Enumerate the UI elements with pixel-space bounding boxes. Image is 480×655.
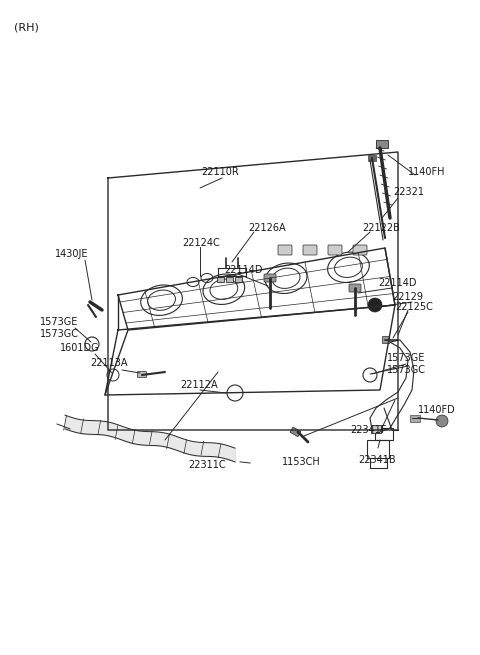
Text: 22114D: 22114D [224,265,263,275]
Bar [235,277,242,282]
Text: 1601DG: 1601DG [60,343,100,353]
Circle shape [368,298,382,312]
Bar [375,428,393,440]
Text: 22311C: 22311C [188,460,226,470]
Bar [376,140,388,148]
Text: 22124C: 22124C [182,238,220,248]
FancyBboxPatch shape [353,245,367,255]
Text: 22341F: 22341F [350,425,386,435]
Text: 22321: 22321 [393,187,424,197]
Bar [217,277,224,282]
Text: 1153CH: 1153CH [282,457,321,467]
FancyBboxPatch shape [264,274,276,282]
Text: 1430JE: 1430JE [55,249,88,259]
Bar [367,440,389,458]
Text: 22113A: 22113A [90,358,128,368]
Text: 22125C: 22125C [395,302,433,312]
Circle shape [436,415,448,427]
Text: 22341B: 22341B [358,455,396,465]
Text: (RH): (RH) [14,22,39,32]
Text: 22129: 22129 [392,292,423,302]
Text: 22114D: 22114D [378,278,417,288]
Bar [382,336,389,343]
FancyBboxPatch shape [137,371,146,377]
FancyBboxPatch shape [328,245,342,255]
Bar [226,277,233,282]
Bar [368,155,376,161]
Text: 1573GE: 1573GE [40,317,78,327]
Bar [290,427,301,437]
FancyBboxPatch shape [303,245,317,255]
Text: 22126A: 22126A [248,223,286,233]
Text: 1140FH: 1140FH [408,167,445,177]
FancyBboxPatch shape [278,245,292,255]
Text: 1573GE: 1573GE [387,353,425,363]
Text: 1140FD: 1140FD [418,405,456,415]
FancyBboxPatch shape [349,284,361,292]
Text: 1573GC: 1573GC [387,365,426,375]
Bar [371,425,381,433]
Text: 1573GC: 1573GC [40,329,79,339]
Text: 22112A: 22112A [180,380,217,390]
Text: 22110R: 22110R [201,167,239,177]
Bar [410,415,420,422]
Text: 22122B: 22122B [362,223,400,233]
